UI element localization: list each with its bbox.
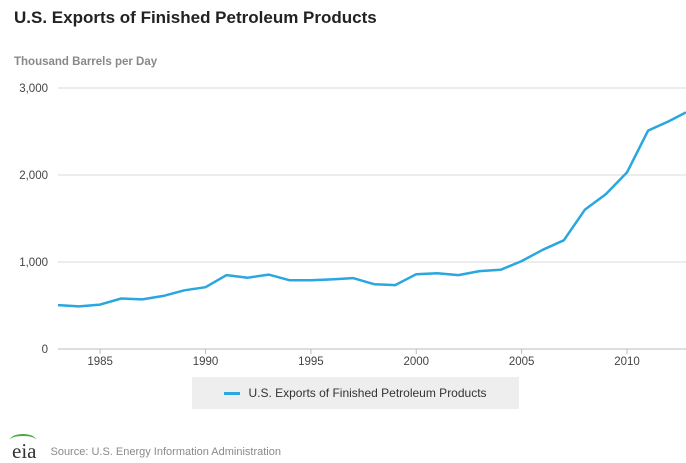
series-line [57,111,686,308]
source-footer: eia Source: U.S. Energy Information Admi… [10,434,281,462]
x-tick-label: 1985 [87,356,113,368]
y-tick-label: 1,000 [19,257,48,269]
y-tick-labels: 0 1,000 2,000 3,000 [19,83,48,356]
x-tick-labels: 1985 1990 1995 2000 2005 2010 [87,349,640,368]
x-tick-label: 1995 [298,356,324,368]
legend-label: U.S. Exports of Finished Petroleum Produ… [248,386,487,400]
x-tick-label: 2005 [509,356,535,368]
x-tick-label: 2000 [403,356,429,368]
x-tick-label: 2010 [614,356,640,368]
legend-swatch [224,391,241,395]
y-axis-label: Thousand Barrels per Day [14,56,158,68]
source-text: Source: U.S. Energy Information Administ… [50,445,281,458]
y-tick-label: 0 [42,344,48,356]
x-tick-label: 1990 [193,356,219,368]
legend[interactable]: U.S. Exports of Finished Petroleum Produ… [192,377,519,409]
series-lines [57,111,686,308]
eia-logo: eia [10,434,36,462]
y-tick-label: 3,000 [19,83,48,95]
chart-title: U.S. Exports of Finished Petroleum Produ… [14,8,377,27]
y-tick-label: 2,000 [19,170,48,182]
gridlines [58,87,686,350]
